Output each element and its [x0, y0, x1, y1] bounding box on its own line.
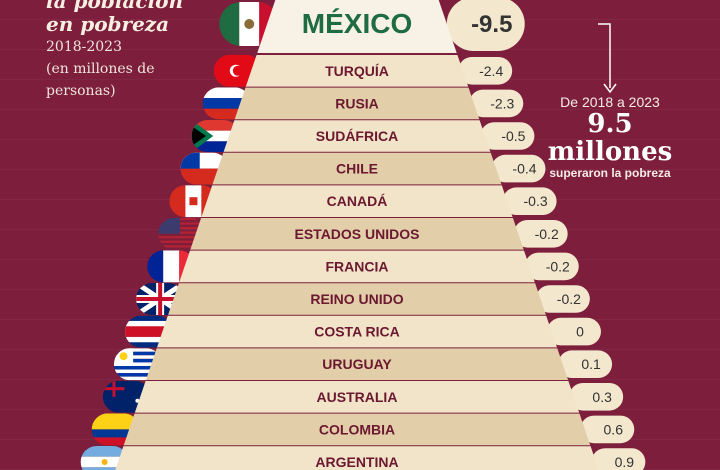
value-label: -0.5	[501, 128, 525, 144]
colombia-flag-icon	[91, 413, 140, 446]
argentina-flag-icon	[80, 446, 129, 470]
bar-mexico	[257, 0, 457, 53]
category-label: AUSTRALIA	[317, 389, 398, 405]
value-pill	[446, 0, 525, 51]
title-block: la población en pobreza 2018-2023 (en mi…	[46, 0, 183, 102]
value-pill	[591, 448, 646, 470]
russia-flag-icon	[202, 87, 251, 120]
period-label: 2018-2023	[46, 39, 122, 55]
bar-canada	[201, 185, 513, 217]
value-label: 0.9	[615, 454, 635, 470]
value-label: 0.6	[604, 421, 624, 437]
value-pill	[480, 122, 535, 150]
value-pill	[458, 57, 513, 85]
title-line-1: la población	[46, 0, 184, 13]
value-label: 0.3	[592, 389, 612, 405]
category-label: FRANCIA	[326, 258, 389, 274]
value-pill	[535, 285, 590, 313]
value-label: -2.3	[490, 95, 514, 111]
value-pill	[524, 252, 579, 281]
value-pill	[491, 154, 546, 183]
bar-argentina	[115, 446, 599, 470]
category-label: URUGUAY	[322, 356, 392, 372]
units-label-2: personas)	[46, 83, 116, 99]
value-pill	[569, 383, 624, 411]
category-label: ARGENTINA	[315, 454, 398, 470]
annotation-line-3: superaron la pobreza	[549, 166, 671, 180]
bar-uruguay	[145, 348, 569, 380]
bar-france	[179, 250, 535, 283]
bar-russia	[234, 87, 480, 120]
category-label: TURQUÍA	[325, 63, 389, 79]
bar-costa-rica	[157, 315, 557, 348]
category-label: CHILE	[336, 161, 378, 177]
bar-colombia	[123, 413, 591, 446]
category-label: COLOMBIA	[319, 421, 395, 437]
bar-australia	[134, 381, 580, 413]
south-africa-flag-icon	[191, 120, 240, 152]
annotation-line-1: De 2018 a 2023	[560, 94, 660, 110]
value-label: -9.5	[471, 11, 512, 38]
value-pill	[558, 350, 613, 378]
category-label: MÉXICO	[302, 8, 412, 39]
bar-chile	[212, 152, 502, 185]
value-label: -0.2	[557, 291, 581, 307]
category-label: CANADÁ	[327, 193, 388, 209]
title-line-2: en pobreza	[46, 12, 170, 36]
value-label: -0.2	[546, 258, 570, 274]
annotation-block: De 2018 a 2023 9.5 millones superaron la…	[520, 94, 700, 180]
value-label: -0.4	[512, 161, 536, 177]
category-label: SUDÁFRICA	[316, 128, 398, 144]
bar-south-africa	[223, 120, 491, 152]
value-label: 0	[576, 324, 584, 340]
annotation-big-value: 9.5	[587, 109, 633, 139]
value-pill	[546, 317, 601, 346]
annotation-big-label: millones	[547, 137, 673, 167]
annotation-connector	[598, 23, 611, 88]
bar-uk	[168, 283, 546, 315]
units-label-1: (en millones de	[46, 61, 155, 77]
annotation-arrow	[603, 83, 617, 94]
value-label: -0.2	[535, 226, 559, 242]
category-label: ESTADOS UNIDOS	[295, 226, 420, 242]
usa-flag-icon	[158, 217, 207, 248]
category-label: RUSIA	[335, 95, 379, 111]
value-label: 0.1	[581, 356, 601, 372]
bar-turkey	[245, 55, 469, 87]
category-label: COSTA RICA	[314, 324, 400, 340]
bar-usa	[190, 218, 524, 250]
value-label: -2.4	[479, 63, 503, 79]
value-pill	[580, 415, 635, 444]
value-pill	[513, 220, 568, 248]
category-label: REINO UNIDO	[310, 291, 403, 307]
value-pill	[502, 187, 557, 215]
value-pill	[469, 89, 524, 118]
value-label: -0.3	[524, 193, 548, 209]
